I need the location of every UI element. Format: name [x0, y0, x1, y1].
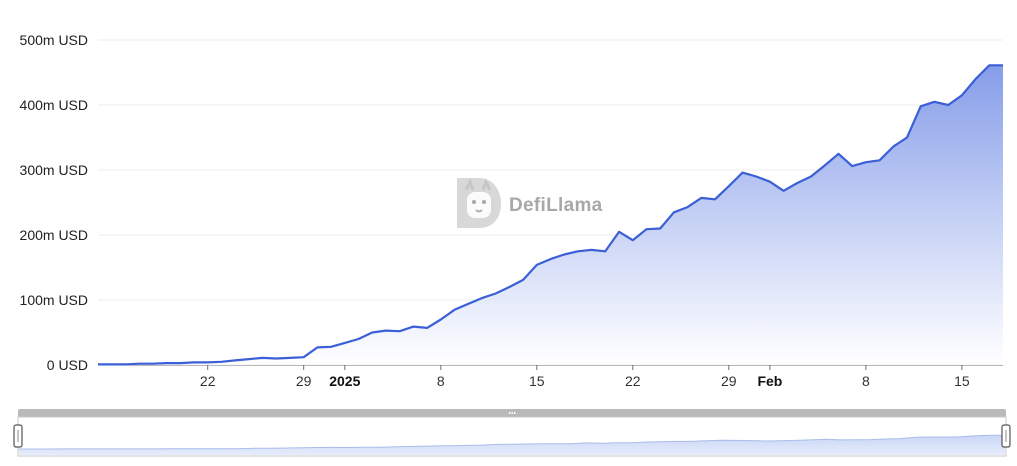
- y-tick-label: 200m USD: [20, 227, 88, 243]
- watermark-text: DefiLlama: [509, 195, 603, 216]
- y-tick-label: 100m USD: [20, 292, 88, 308]
- y-tick-label: 400m USD: [20, 97, 88, 113]
- y-tick-label: 0 USD: [47, 357, 88, 373]
- grip-icon: [509, 412, 516, 414]
- x-tick-label: 22: [200, 373, 216, 389]
- x-tick-label: 15: [529, 373, 545, 389]
- slider-right-handle[interactable]: [1001, 424, 1011, 448]
- series-area: [98, 65, 1003, 366]
- x-tick-label: 22: [625, 373, 641, 389]
- series-line: [98, 64, 1003, 366]
- y-axis-ticks: 0 USD 100m USD 200m USD 300m USD 400m USD 500…: [20, 32, 88, 373]
- slider-preview-line: [19, 434, 1005, 450]
- llama-logo-icon: [457, 178, 501, 228]
- slider-left-handle[interactable]: [13, 424, 23, 448]
- x-tick-label: 8: [862, 373, 870, 389]
- x-tick-label: 2025: [329, 373, 360, 389]
- slider-preview-area: [19, 435, 1005, 455]
- y-tick-label: 500m USD: [20, 32, 88, 48]
- x-tick-label: 29: [721, 373, 737, 389]
- y-tick-label: 300m USD: [20, 162, 88, 178]
- x-axis-ticks: 22 29 2025 8 15 22 29 Feb 8 15: [200, 365, 970, 389]
- x-tick-label: 8: [437, 373, 445, 389]
- x-tick-label: 15: [954, 373, 970, 389]
- range-slider[interactable]: [13, 409, 1011, 457]
- x-tick-label: 29: [296, 373, 312, 389]
- watermark: DefiLlama: [457, 178, 603, 228]
- x-tick-label: Feb: [757, 373, 782, 389]
